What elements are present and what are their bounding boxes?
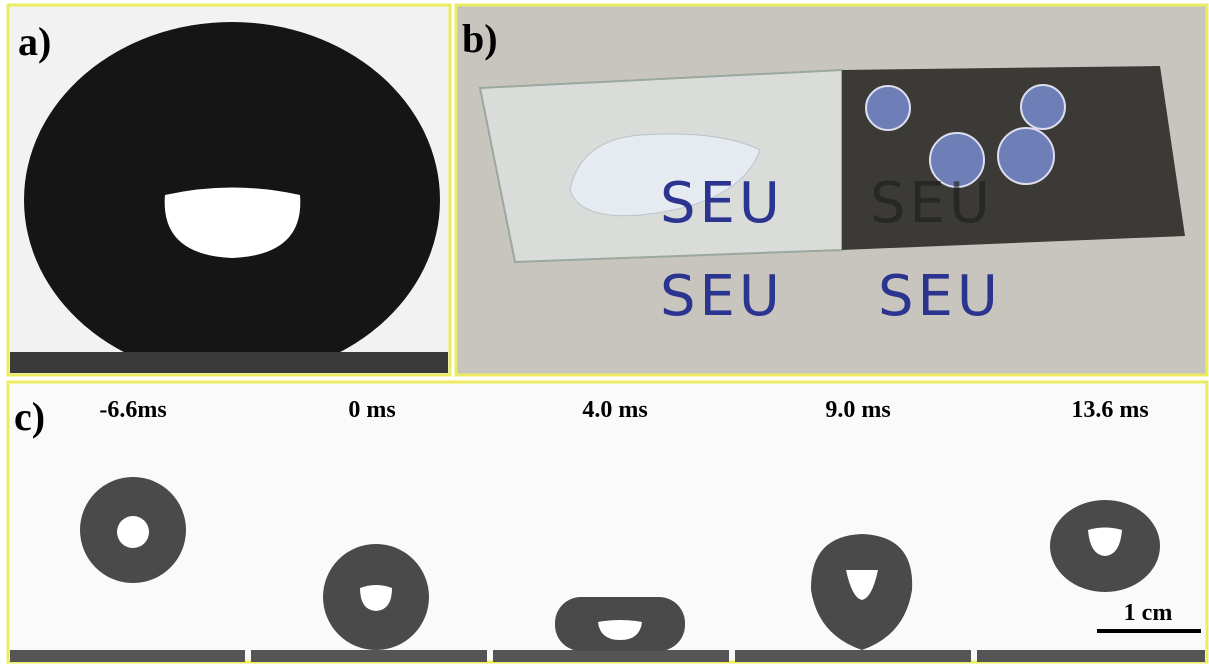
slide-text: SEU <box>870 171 994 236</box>
paper-text: SEU <box>660 264 784 329</box>
panel-label: a) <box>18 19 51 64</box>
figure: a) SEU SEU SEU SEU b) 1 cm c) <box>0 0 1209 664</box>
time-label: -6.6ms <box>99 397 166 423</box>
slide-text: SEU <box>660 171 784 236</box>
scale-bar-label: 1 cm <box>1124 600 1173 626</box>
panel-label: c) <box>14 394 45 439</box>
panel-a: a) <box>8 5 450 378</box>
panel-c: 1 cm c) -6.6ms 0 ms 4.0 ms 9.0 ms 13.6 ms <box>8 382 1207 662</box>
time-label: 13.6 ms <box>1071 397 1148 423</box>
time-label: 9.0 ms <box>825 397 890 423</box>
time-label: 0 ms <box>348 397 395 423</box>
paper-text: SEU <box>878 264 1002 329</box>
panel-label: b) <box>462 16 498 61</box>
time-label: 4.0 ms <box>582 397 647 423</box>
panel-b: SEU SEU SEU SEU b) <box>456 5 1207 375</box>
